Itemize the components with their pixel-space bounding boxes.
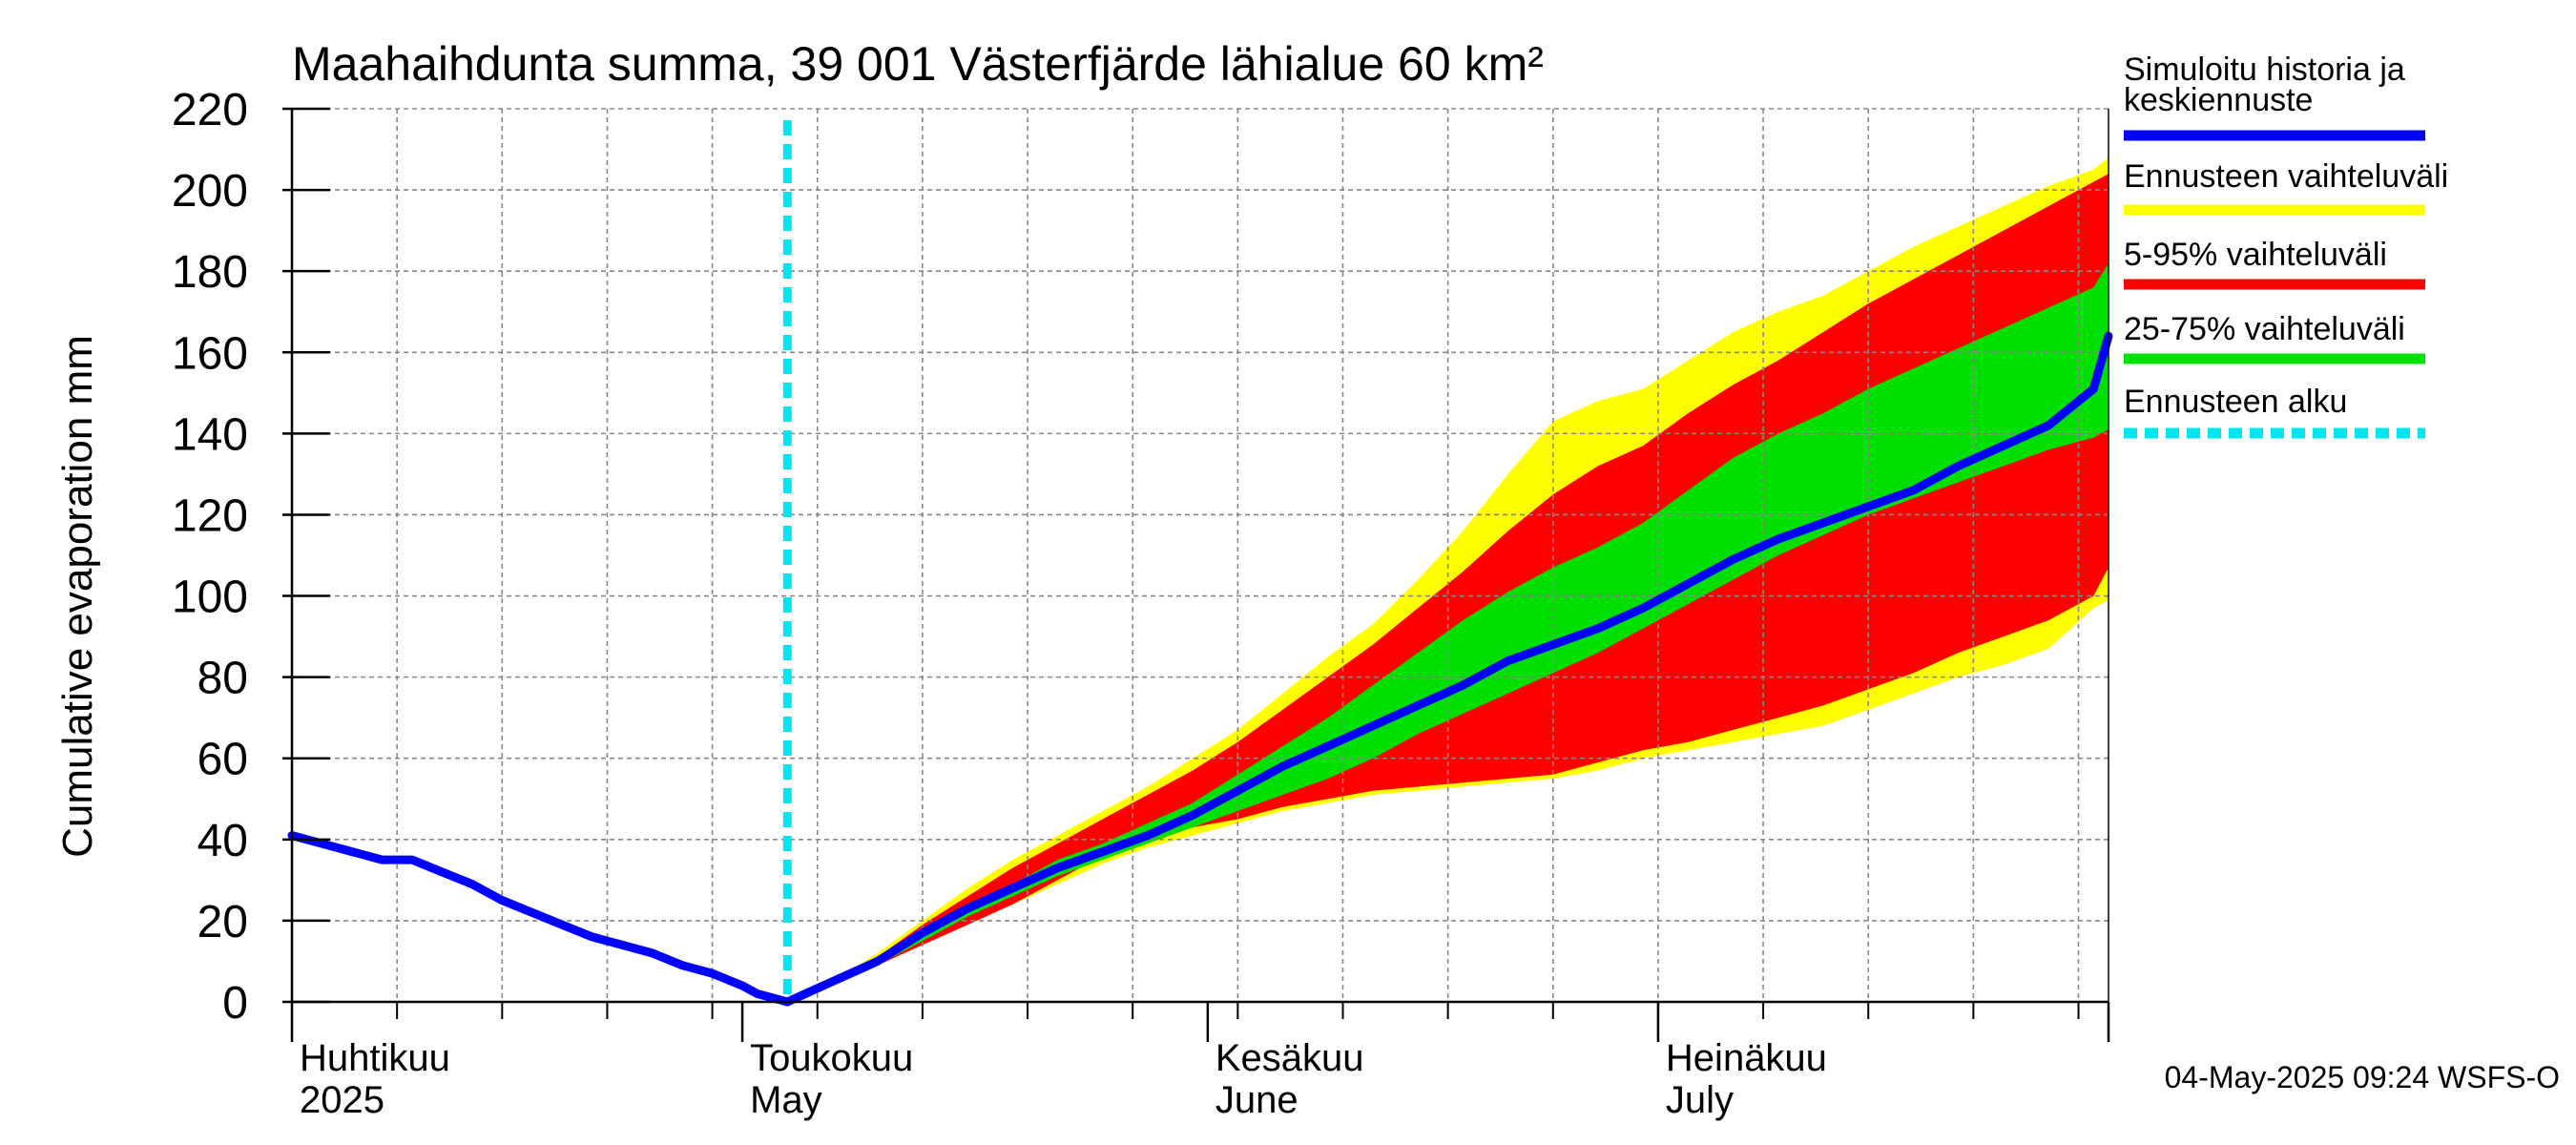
y-tick-label: 60: [197, 735, 248, 785]
legend-label: 25-75% vaihteluväli: [2124, 311, 2405, 347]
x-month-label: Heinäkuu: [1666, 1037, 1827, 1079]
y-tick-label: 200: [172, 166, 248, 217]
x-month-sublabel: May: [750, 1079, 822, 1121]
y-tick-label: 20: [197, 897, 248, 947]
band-p5_95: [787, 174, 2109, 1003]
y-tick-label: 40: [197, 816, 248, 866]
legend-label: Simuloitu historia ja: [2124, 52, 2405, 88]
legend-label: Ennusteen vaihteluväli: [2124, 158, 2448, 195]
chart-title: Maahaihdunta summa, 39 001 Västerfjärde …: [292, 37, 1544, 91]
legend-label: 5-95% vaihteluväli: [2124, 237, 2387, 273]
x-month-label: Kesäkuu: [1215, 1037, 1364, 1079]
band-p25_75: [787, 262, 2109, 1002]
y-tick-label: 180: [172, 247, 248, 298]
x-month-sublabel: 2025: [300, 1079, 384, 1121]
y-tick-label: 120: [172, 490, 248, 541]
y-tick-label: 160: [172, 328, 248, 379]
x-month-label: Huhtikuu: [300, 1037, 450, 1079]
y-tick-label: 100: [172, 572, 248, 623]
history-line: [287, 831, 792, 1007]
y-tick-label: 140: [172, 409, 248, 460]
x-month-sublabel: June: [1215, 1079, 1298, 1121]
x-month-sublabel: July: [1666, 1079, 1734, 1121]
footer-timestamp: 04-May-2025 09:24 WSFS-O: [2165, 1060, 2560, 1094]
x-month-label: Toukokuu: [750, 1037, 913, 1079]
median-forecast-line: [782, 331, 2113, 1007]
y-tick-label: 220: [172, 85, 248, 135]
y-axis-label: Cumulative evaporation mm: [54, 335, 101, 858]
legend-label: Ennusteen alku: [2124, 384, 2347, 420]
legend-label-line2: keskiennuste: [2124, 82, 2313, 118]
y-tick-label: 80: [197, 654, 248, 704]
plot-area: 0 20 40 60 80 100 120 140 160 180 200 220 Huhtikuu20…: [172, 85, 2113, 1121]
y-tick-label: 0: [222, 978, 248, 1029]
